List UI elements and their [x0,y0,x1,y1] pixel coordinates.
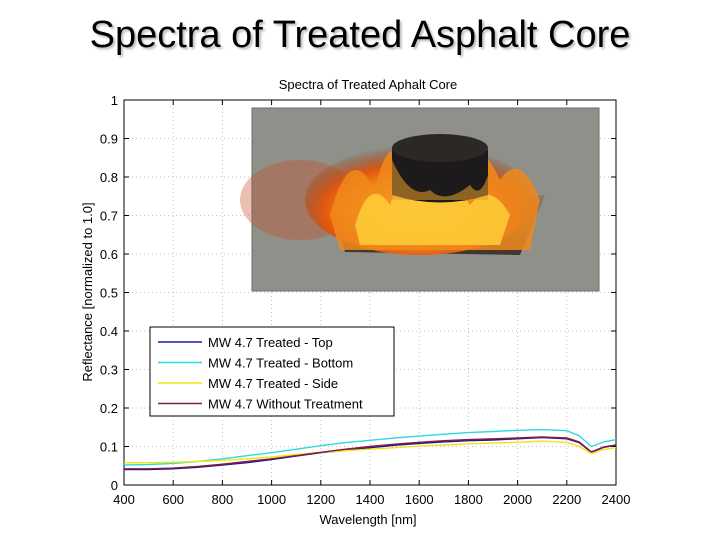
y-tick-label: 0.7 [100,209,118,224]
chart-title: Spectra of Treated Aphalt Core [279,77,458,92]
flaming-asphalt-core-photo-icon [240,107,600,292]
series-line-1 [124,436,617,471]
x-tick-label: 2200 [552,492,581,507]
y-axis: 0 0.1 0.2 0.3 0.4 0.5 0.6 0.7 0.8 0.9 1 [100,93,616,493]
x-tick-label: 1800 [454,492,483,507]
y-tick-label: 0.8 [100,170,118,185]
x-tick-label: 2400 [602,492,631,507]
y-tick-label: 0.4 [100,324,118,339]
y-axis-label: Reflectance [normalized to 1.0] [80,202,95,381]
series-line-4 [124,436,617,470]
y-tick-label: 0.3 [100,363,118,378]
x-tick-label: 400 [113,492,135,507]
legend-label: MW 4.7 Treated - Top [208,335,333,350]
y-tick-label: 0.1 [100,440,118,455]
legend: MW 4.7 Treated - Top MW 4.7 Treated - Bot… [149,326,395,417]
y-tick-label: 1 [111,93,118,108]
y-tick-label: 0.9 [100,132,118,147]
series-line-2 [123,428,617,466]
x-tick-label: 600 [162,492,184,507]
x-tick-label: 800 [212,492,234,507]
series-line-3 [124,440,617,464]
slide-title: Spectra of Treated Asphalt Core [89,14,631,56]
x-tick-label: 1200 [306,492,335,507]
legend-label: MW 4.7 Without Treatment [208,397,363,412]
x-axis-label: Wavelength [nm] [319,512,416,527]
y-tick-label: 0.2 [100,401,118,416]
y-tick-label: 0.6 [100,247,118,262]
x-tick-label: 1000 [257,492,286,507]
series-lines [123,428,617,471]
x-tick-label: 1400 [356,492,385,507]
x-tick-label: 1600 [405,492,434,507]
y-tick-label: 0 [111,478,118,493]
x-tick-label: 2000 [503,492,532,507]
y-tick-label: 0.5 [100,286,118,301]
x-axis: 400 600 800 1000 1200 1400 1600 1800 2000 2200 240… [113,100,630,507]
legend-label: MW 4.7 Treated - Side [208,376,338,391]
legend-label: MW 4.7 Treated - Bottom [208,356,353,371]
